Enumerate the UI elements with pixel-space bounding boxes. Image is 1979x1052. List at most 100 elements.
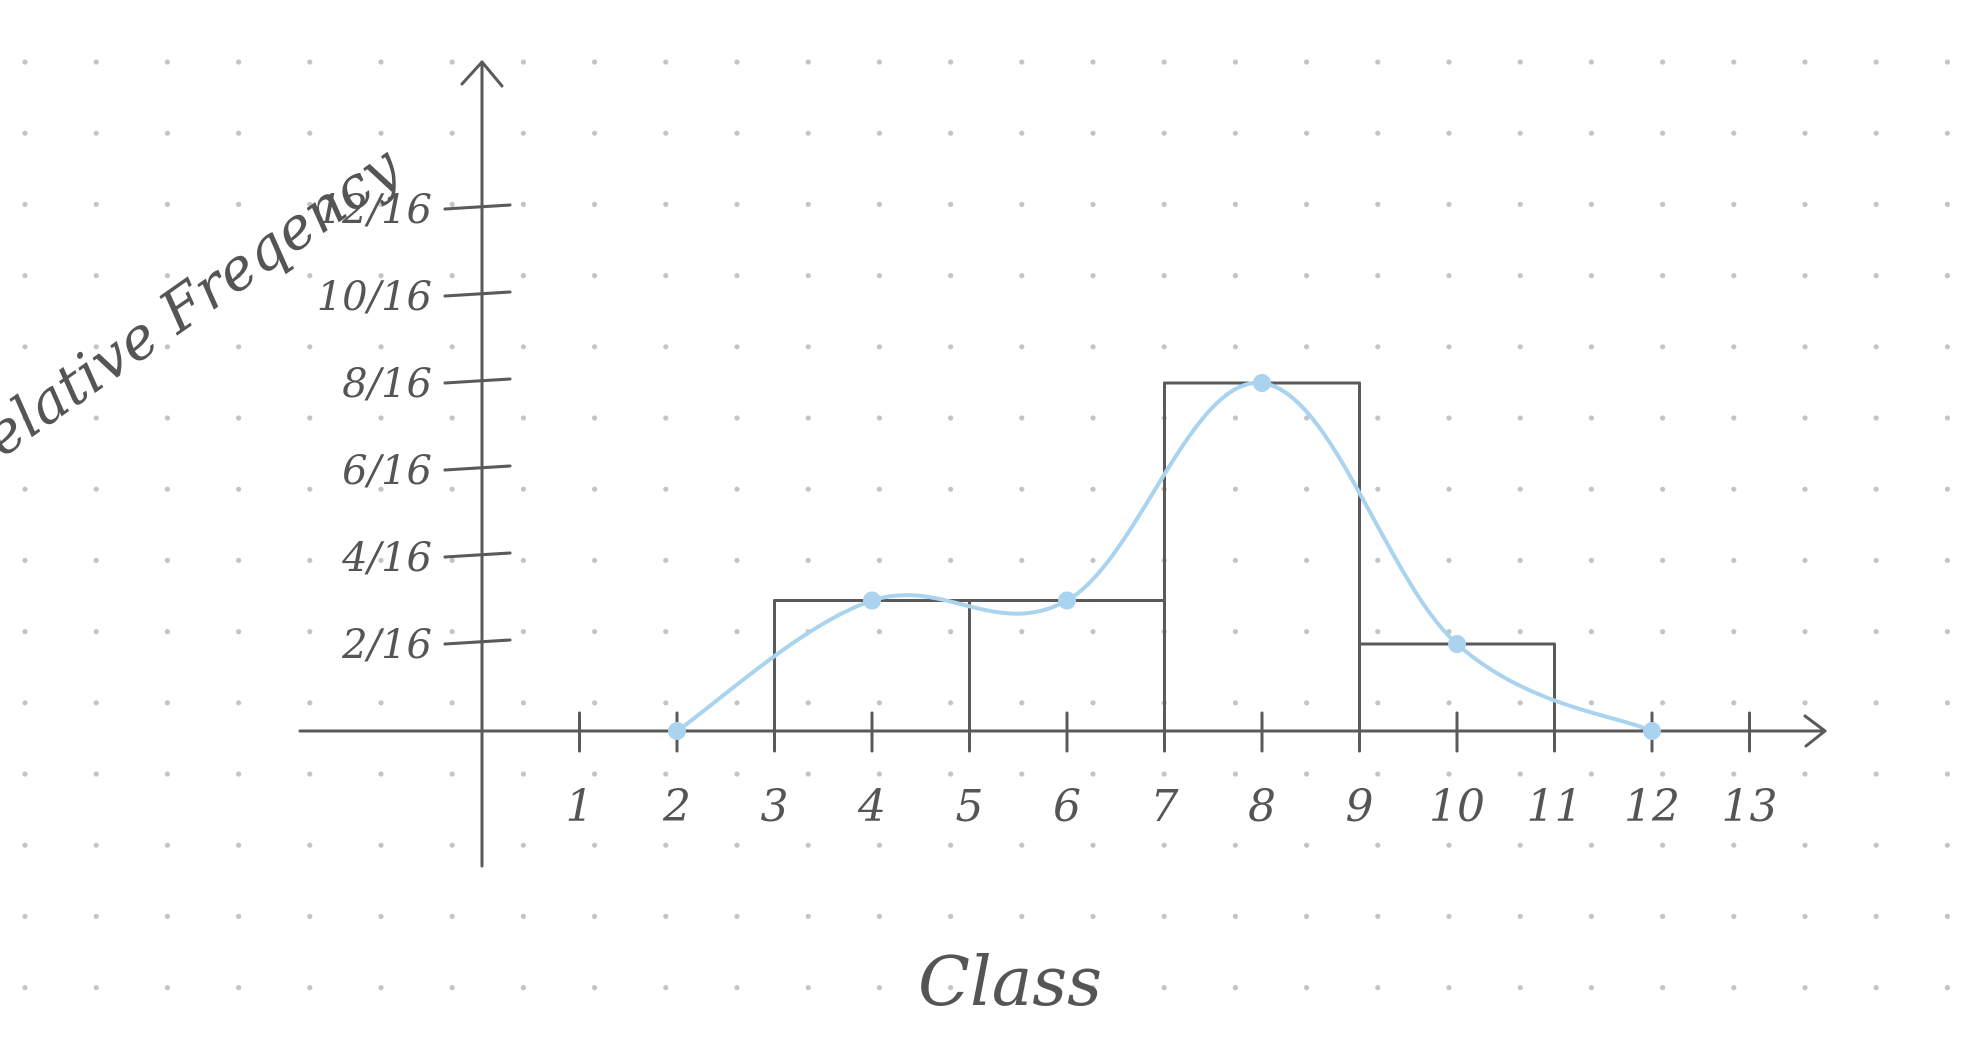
grid-dot bbox=[22, 985, 28, 991]
grid-dot bbox=[164, 913, 170, 920]
grid-dot bbox=[1232, 59, 1238, 65]
grid-dot bbox=[592, 201, 598, 207]
grid-dot bbox=[1588, 130, 1594, 136]
grid-dot bbox=[93, 985, 99, 991]
grid-dot bbox=[663, 273, 669, 279]
grid-dot bbox=[1802, 557, 1808, 564]
grid-dot bbox=[1090, 415, 1096, 421]
grid-dot bbox=[236, 842, 242, 848]
grid-dot bbox=[1660, 842, 1666, 848]
polygon-point-4 bbox=[863, 591, 881, 610]
grid-dot bbox=[1446, 344, 1452, 350]
grid-dot bbox=[1019, 842, 1025, 848]
grid-dot bbox=[734, 842, 740, 848]
grid-dot bbox=[1090, 273, 1096, 279]
grid-dot bbox=[1161, 842, 1167, 848]
grid-dot bbox=[1304, 273, 1310, 279]
grid-dot bbox=[307, 273, 313, 279]
grid-dot bbox=[1660, 557, 1666, 564]
grid-dot bbox=[1375, 700, 1381, 706]
grid-dot bbox=[1731, 771, 1737, 777]
grid-dot bbox=[1873, 59, 1879, 65]
grid-dot bbox=[948, 629, 954, 635]
grid-dot bbox=[520, 344, 527, 350]
grid-dot bbox=[22, 842, 28, 848]
x-tick-label-2: 2 bbox=[662, 781, 691, 832]
grid-dot bbox=[876, 842, 883, 848]
y-tick-4 bbox=[443, 551, 512, 559]
grid-dot bbox=[1019, 913, 1025, 920]
grid-dot bbox=[734, 771, 740, 777]
grid-dot bbox=[22, 344, 28, 350]
grid-dot bbox=[1375, 985, 1381, 991]
grid-dot bbox=[805, 842, 811, 848]
grid-dot bbox=[1232, 201, 1238, 207]
grid-dot bbox=[164, 700, 170, 706]
polygon-point-8 bbox=[1253, 374, 1271, 392]
grid-dot bbox=[22, 486, 28, 492]
grid-dot bbox=[1232, 273, 1238, 279]
grid-dot bbox=[1375, 415, 1381, 421]
grid-dot bbox=[236, 700, 242, 706]
grid-dot bbox=[1446, 415, 1452, 421]
grid-dot bbox=[1588, 59, 1594, 65]
grid-dot bbox=[164, 130, 170, 136]
grid-dot bbox=[734, 629, 740, 635]
grid-dot bbox=[1802, 130, 1808, 136]
grid-dot bbox=[1304, 842, 1310, 848]
grid-dot bbox=[307, 913, 313, 920]
grid-dot bbox=[1161, 201, 1167, 207]
grid-dot bbox=[1019, 201, 1025, 207]
grid-dot bbox=[1019, 557, 1025, 564]
grid-dot bbox=[22, 273, 28, 279]
grid-dot bbox=[449, 771, 455, 777]
grid-dot bbox=[1802, 273, 1808, 279]
grid-dot bbox=[1161, 913, 1167, 920]
y-tick-10 bbox=[443, 290, 512, 298]
grid-dot bbox=[520, 415, 527, 421]
grid-dot bbox=[378, 201, 384, 207]
grid-dot bbox=[805, 415, 811, 421]
grid-dot bbox=[520, 130, 527, 136]
grid-dot bbox=[449, 486, 455, 492]
grid-dot bbox=[663, 201, 669, 207]
grid-dot bbox=[592, 771, 598, 777]
grid-dot bbox=[1802, 985, 1808, 991]
grid-dot bbox=[449, 130, 455, 136]
grid-dot bbox=[1232, 842, 1238, 848]
grid-dot bbox=[1161, 130, 1167, 136]
grid-dot bbox=[734, 700, 740, 706]
grid-dot bbox=[520, 486, 527, 492]
grid-dot bbox=[236, 985, 242, 991]
grid-dot bbox=[1802, 913, 1808, 920]
grid-dot bbox=[1019, 59, 1025, 65]
grid-dot bbox=[1375, 629, 1381, 635]
y-tick-label-4: 4/16 bbox=[341, 535, 432, 581]
grid-dot bbox=[1019, 415, 1025, 421]
grid-dot bbox=[1588, 771, 1594, 777]
grid-dot bbox=[1731, 130, 1737, 136]
grid-dot bbox=[1019, 344, 1025, 350]
grid-dot bbox=[1232, 557, 1238, 564]
grid-dot bbox=[1161, 985, 1167, 991]
y-tick-2 bbox=[443, 638, 512, 646]
grid-dot bbox=[1802, 486, 1808, 492]
grid-dot bbox=[93, 842, 99, 848]
grid-dot bbox=[592, 344, 598, 350]
y-tick-label-10: 10/16 bbox=[317, 274, 432, 320]
grid-dot bbox=[1375, 273, 1381, 279]
grid-dot bbox=[876, 344, 883, 350]
y-tick-6 bbox=[443, 464, 512, 472]
grid-dot bbox=[1660, 273, 1666, 279]
grid-dot bbox=[1517, 985, 1523, 991]
grid-dot bbox=[236, 771, 242, 777]
grid-dot bbox=[1660, 344, 1666, 350]
grid-dot bbox=[948, 842, 954, 848]
x-axis-label: Class bbox=[918, 943, 1102, 1022]
grid-dot bbox=[805, 201, 811, 207]
grid-dot bbox=[378, 629, 384, 635]
grid-dot bbox=[307, 415, 313, 421]
grid-dot bbox=[1517, 771, 1523, 777]
grid-dot bbox=[307, 59, 313, 65]
